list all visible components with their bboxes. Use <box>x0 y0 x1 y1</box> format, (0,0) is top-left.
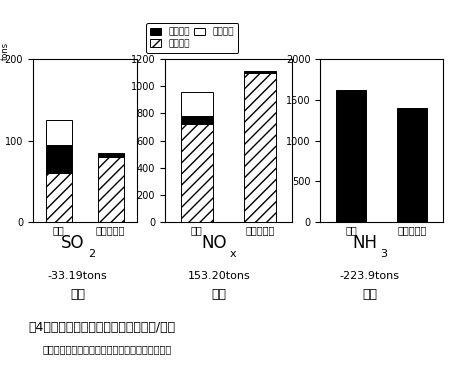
Bar <box>244 71 276 73</box>
Text: -223.9tons: -223.9tons <box>340 270 400 281</box>
Bar <box>181 92 212 116</box>
Text: 围4．酸性化に関する環境負荷（トン/年）: 围4．酸性化に関する環境負荷（トン/年） <box>28 321 175 334</box>
Y-axis label: tons: tons <box>1 42 10 60</box>
Bar <box>244 73 276 222</box>
Bar <box>98 153 123 157</box>
Text: NH: NH <box>352 234 378 252</box>
Text: 減少: 減少 <box>70 287 85 301</box>
Text: x: x <box>230 249 236 259</box>
Text: SO: SO <box>61 234 85 252</box>
Text: （現行システムと新システムの違いのみの比較）: （現行システムと新システムの違いのみの比較） <box>42 344 171 355</box>
Text: 2: 2 <box>88 249 96 259</box>
Text: NO: NO <box>202 234 227 252</box>
Legend: 土壌撥散, 飼料生産, 飼料輸送: 土壌撥散, 飼料生産, 飼料輸送 <box>146 23 238 53</box>
Bar <box>46 145 72 173</box>
Text: 減少: 減少 <box>362 287 377 301</box>
Bar <box>397 108 428 222</box>
Text: 3: 3 <box>381 249 387 259</box>
Bar <box>335 90 366 222</box>
Bar <box>181 116 212 124</box>
Text: 153.20tons: 153.20tons <box>187 270 251 281</box>
Bar <box>98 157 123 222</box>
Text: -33.19tons: -33.19tons <box>48 270 107 281</box>
Bar <box>181 124 212 222</box>
Bar <box>46 173 72 222</box>
Bar <box>46 120 72 145</box>
Text: 増加: 増加 <box>211 287 227 301</box>
